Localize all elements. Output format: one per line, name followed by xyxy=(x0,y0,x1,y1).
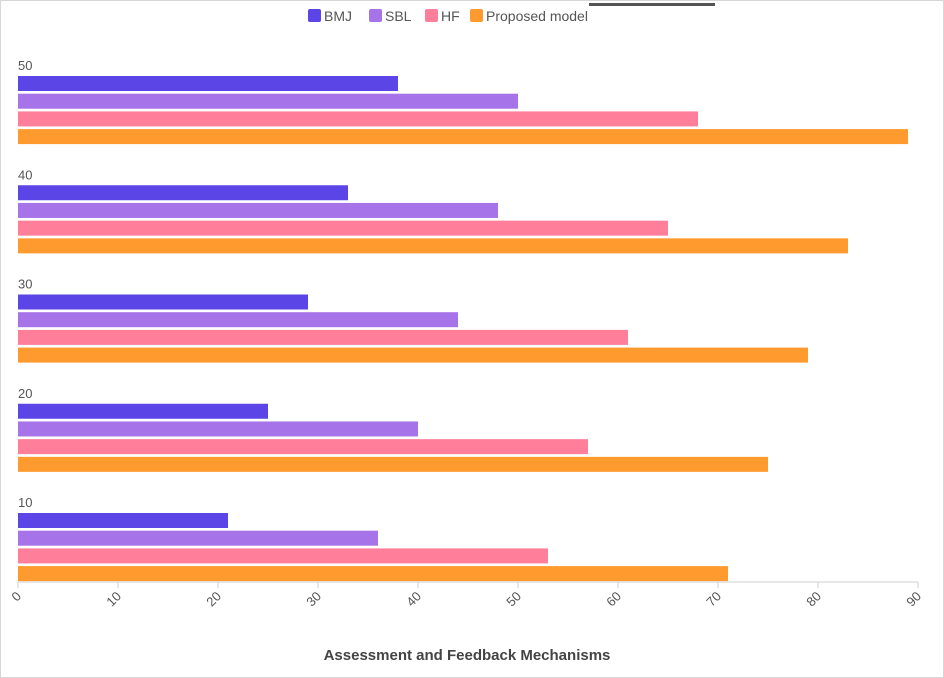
top-tab-indicator xyxy=(589,3,715,6)
bar-bmj-10 xyxy=(18,513,228,528)
x-tick-label-40: 40 xyxy=(403,589,424,610)
bar-hf-20 xyxy=(18,439,588,455)
bar-hf-50 xyxy=(18,111,698,127)
legend-swatch xyxy=(425,9,438,22)
x-tick-label-90: 90 xyxy=(903,589,924,610)
legend-label: SBL xyxy=(385,8,412,24)
legend-item-sbl[interactable]: SBL xyxy=(369,8,412,24)
legend-label: BMJ xyxy=(324,8,352,24)
x-tick-label-70: 70 xyxy=(703,589,724,610)
bar-proposed-model-40 xyxy=(18,238,848,254)
category-label-30: 30 xyxy=(18,277,32,292)
legend-swatch xyxy=(308,9,321,22)
category-label-20: 20 xyxy=(18,386,32,401)
x-tick-label-10: 10 xyxy=(103,589,124,610)
bar-sbl-20 xyxy=(18,421,418,437)
x-axis: 0 10 20 30 40 50 60 70 80 90 xyxy=(8,581,924,610)
category-label-40: 40 xyxy=(18,167,32,182)
bar-bmj-40 xyxy=(18,185,348,201)
bar-proposed-model-20 xyxy=(18,456,768,472)
x-tick-label-60: 60 xyxy=(603,589,624,610)
x-axis-title: Assessment and Feedback Mechanisms xyxy=(324,647,611,664)
legend: BMJ SBL HF Proposed model xyxy=(308,8,588,24)
x-tick-label-20: 20 xyxy=(203,589,224,610)
bar-sbl-30 xyxy=(18,312,458,328)
bar-proposed-model-50 xyxy=(18,129,908,145)
category-label-10: 10 xyxy=(18,495,32,510)
legend-item-proposed-model[interactable]: Proposed model xyxy=(470,8,588,24)
bar-hf-10 xyxy=(18,548,548,564)
x-tick-label-50: 50 xyxy=(503,589,524,610)
bar-bmj-30 xyxy=(18,294,308,310)
legend-swatch xyxy=(369,9,382,22)
bar-bmj-20 xyxy=(18,403,268,419)
x-tick-label-30: 30 xyxy=(303,589,324,610)
legend-item-bmj[interactable]: BMJ xyxy=(308,8,352,24)
x-tick-label-80: 80 xyxy=(803,589,824,610)
legend-label: Proposed model xyxy=(486,8,588,24)
bar-hf-30 xyxy=(18,329,628,345)
category-labels: 10 20 30 40 50 xyxy=(18,58,32,510)
x-tick-label-0: 0 xyxy=(8,589,24,605)
legend-label: HF xyxy=(441,8,460,24)
bars xyxy=(18,76,908,582)
bar-bmj-50 xyxy=(18,76,398,91)
bar-sbl-50 xyxy=(18,93,518,109)
legend-swatch xyxy=(470,9,483,22)
bar-hf-40 xyxy=(18,220,668,236)
bar-sbl-40 xyxy=(18,202,498,218)
category-label-50: 50 xyxy=(18,58,32,73)
legend-item-hf[interactable]: HF xyxy=(425,8,460,24)
bar-proposed-model-30 xyxy=(18,347,808,363)
bar-sbl-10 xyxy=(18,530,378,546)
bar-proposed-model-10 xyxy=(18,566,728,582)
